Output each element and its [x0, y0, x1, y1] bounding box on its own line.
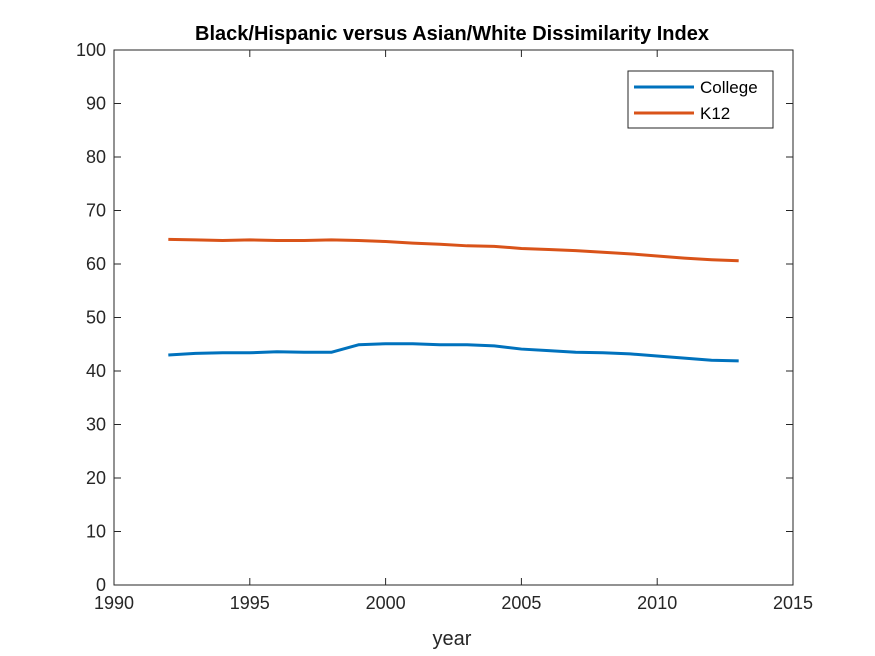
x-tick-label-2000: 2000 [366, 593, 406, 613]
x-tick-label-1995: 1995 [230, 593, 270, 613]
x-tick-label-1990: 1990 [94, 593, 134, 613]
x-tick-label-2010: 2010 [637, 593, 677, 613]
plot-area: 1990 1995 2000 2005 2010 2015 0 10 20 30 40 50 60 70 8… [76, 40, 813, 613]
legend-box [627, 70, 774, 129]
y-tick-label-60: 60 [86, 254, 106, 274]
x-axis-label: year [433, 628, 472, 650]
y-tick-label-70: 70 [86, 201, 106, 221]
x-tick-label-2015: 2015 [773, 593, 813, 613]
legend-label-college: College [700, 78, 758, 97]
chart-title: Black/Hispanic versus Asian/White Dissim… [195, 23, 709, 45]
y-tick-label-80: 80 [86, 147, 106, 167]
y-tick-label-100: 100 [76, 40, 106, 60]
series-line-college [168, 342, 739, 363]
y-tick-label-30: 30 [86, 415, 106, 435]
legend: College K12 [627, 70, 774, 129]
x-tick-label-2005: 2005 [501, 593, 541, 613]
y-tick-label-10: 10 [86, 522, 106, 542]
y-tick-label-40: 40 [86, 361, 106, 381]
y-tick-label-90: 90 [86, 94, 106, 114]
y-tick-label-50: 50 [86, 308, 106, 328]
legend-label-k12: K12 [700, 104, 730, 123]
series-line-k12 [168, 237, 739, 263]
y-tick-label-0: 0 [96, 575, 106, 595]
y-tick-label-20: 20 [86, 468, 106, 488]
